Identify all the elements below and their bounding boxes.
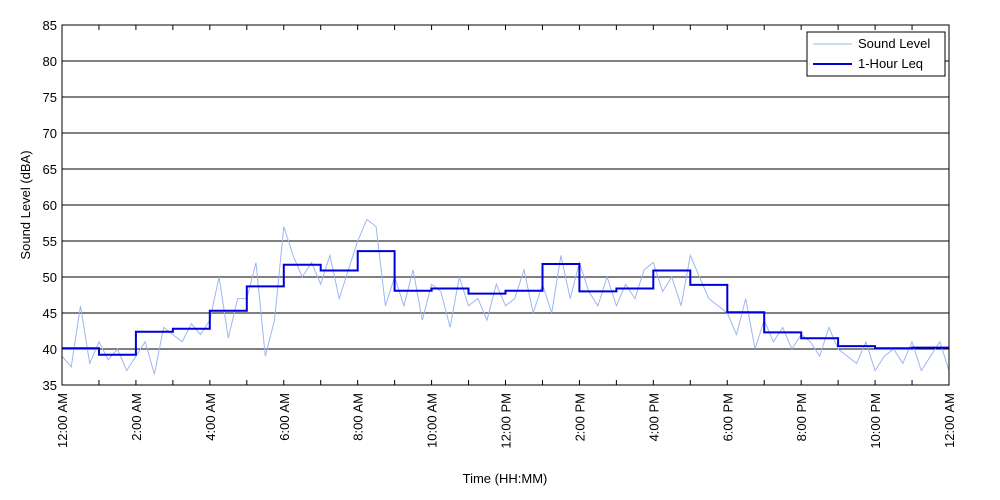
y-tick-label: 75 xyxy=(43,90,57,105)
y-tick-label: 45 xyxy=(43,306,57,321)
legend-label-sound-level: Sound Level xyxy=(858,36,930,51)
y-tick-label: 70 xyxy=(43,126,57,141)
x-tick-label: 12:00 AM xyxy=(942,393,957,448)
y-tick-label: 60 xyxy=(43,198,57,213)
y-tick-labels: 35 40 45 50 55 60 65 70 75 80 85 xyxy=(43,18,57,393)
y-axis-title: Sound Level (dBA) xyxy=(18,150,33,259)
x-tick-label: 12:00 AM xyxy=(55,393,70,448)
y-tick-label: 80 xyxy=(43,54,57,69)
x-tick-label: 6:00 AM xyxy=(277,393,292,441)
legend-label-1-hour-leq: 1-Hour Leq xyxy=(858,56,923,71)
y-tick-label: 40 xyxy=(43,342,57,357)
y-tick-label: 65 xyxy=(43,162,57,177)
legend: Sound Level 1-Hour Leq xyxy=(806,31,946,77)
x-tick-label: 4:00 AM xyxy=(203,393,218,441)
x-tick-label: 12:00 PM xyxy=(499,393,514,449)
x-tick-label: 4:00 PM xyxy=(646,393,661,441)
x-tick-label: 10:00 AM xyxy=(425,393,440,448)
legend-box xyxy=(806,31,946,77)
x-tick-label: 10:00 PM xyxy=(868,393,883,449)
y-tick-label: 55 xyxy=(43,234,57,249)
x-tick-label: 2:00 PM xyxy=(572,393,587,441)
plot-frame xyxy=(61,24,950,386)
x-tick-label: 2:00 AM xyxy=(129,393,144,441)
y-tick-label: 50 xyxy=(43,270,57,285)
x-axis-title: Time (HH:MM) xyxy=(463,471,548,486)
y-tick-label: 85 xyxy=(43,18,57,33)
x-tick-label: 8:00 PM xyxy=(794,393,809,441)
x-tick-labels: 12:00 AM 2:00 AM 4:00 AM 6:00 AM 8:00 AM 10:0… xyxy=(55,393,957,449)
series-1-hour-leq-line xyxy=(62,250,949,356)
x-tick-label: 6:00 PM xyxy=(720,393,735,441)
x-tick-label: 8:00 AM xyxy=(351,393,366,441)
y-tick-label: 35 xyxy=(43,378,57,393)
